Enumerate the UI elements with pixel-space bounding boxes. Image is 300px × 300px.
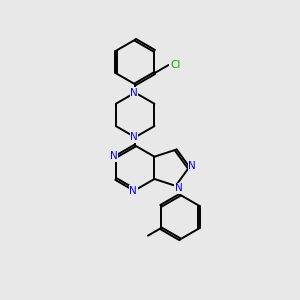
Text: N: N [175,183,182,193]
Text: N: N [130,186,137,196]
Text: N: N [110,151,118,161]
Text: N: N [130,132,138,142]
Text: N: N [188,161,196,171]
Text: Cl: Cl [170,60,180,70]
Text: N: N [130,88,138,98]
